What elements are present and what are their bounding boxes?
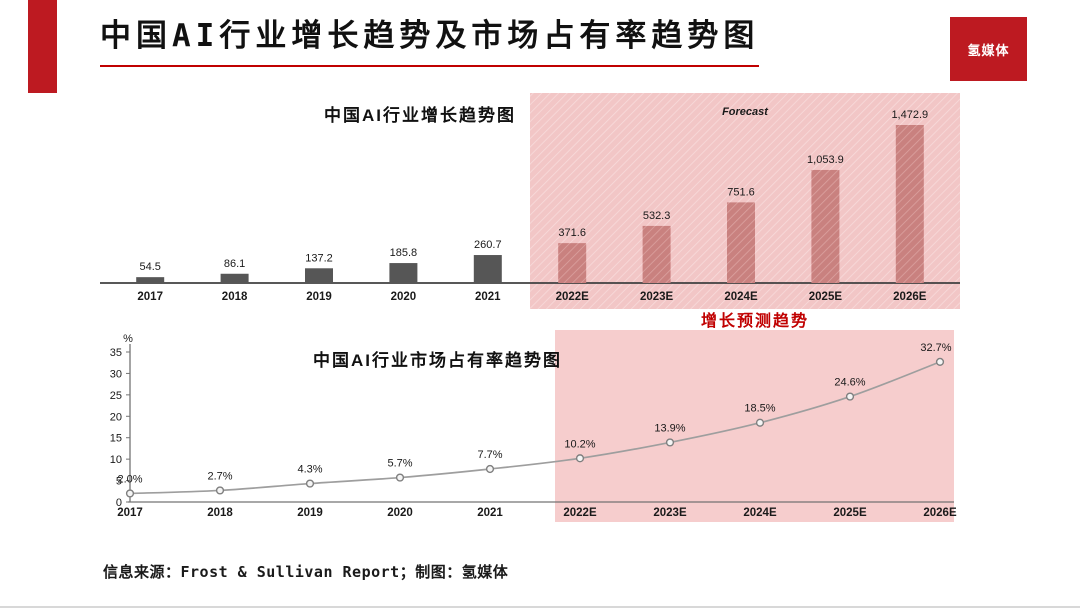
category-label: 2023E — [640, 291, 674, 303]
category-label: 2021 — [477, 507, 503, 519]
marker-2025E — [845, 392, 855, 401]
y-tick-label: 10 — [110, 454, 122, 466]
category-label: 2023E — [653, 507, 687, 519]
value-label: 86.1 — [224, 258, 245, 270]
value-label: 18.5% — [744, 403, 775, 415]
category-label: 2020 — [391, 291, 417, 303]
value-label: 371.6 — [558, 227, 586, 239]
value-label: 10.2% — [564, 438, 595, 450]
value-label: 13.9% — [654, 422, 685, 434]
value-label: 32.7% — [920, 342, 951, 354]
value-label: 185.8 — [390, 247, 418, 259]
marker-2020 — [395, 473, 405, 482]
brand-logo-text: 氢媒体 — [967, 42, 1010, 58]
value-label: 54.5 — [139, 261, 160, 273]
category-label: 2025E — [809, 291, 843, 303]
page-title: 中国AI行业增长趋势及市场占有率趋势图 — [100, 10, 760, 67]
category-label: 2018 — [222, 291, 248, 303]
value-label: 4.3% — [297, 464, 322, 476]
marker-2022E — [575, 454, 585, 463]
marker-2018 — [215, 486, 225, 495]
value-label: 1,472.9 — [891, 109, 928, 121]
bar-2022E — [558, 243, 587, 283]
category-label: 2019 — [297, 507, 323, 519]
share-chart: 0 5 10 15 20 25 30 35% 2.0% 2017 2.7% 2018 4.3% 2019 5… — [100, 330, 960, 530]
y-tick-label: 15 — [110, 433, 122, 445]
category-label: 2026E — [923, 507, 957, 519]
forecast-callout: 增长预测趋势 — [700, 313, 809, 330]
category-label: 2026E — [893, 291, 927, 303]
growth-bar-chart-svg: Forecast 54.5 2017 86.1 2018 137.2 2019 185.8 20… — [100, 93, 960, 309]
y-tick-label: 30 — [110, 368, 122, 380]
source-note: 信息来源：Frost & Sullivan Report；制图：氢媒体 — [103, 563, 509, 581]
category-label: 2024E — [743, 507, 777, 519]
category-label: 2019 — [306, 291, 332, 303]
bar-2025E — [811, 169, 840, 283]
forecast-label: Forecast — [722, 106, 769, 118]
bar-2020 — [389, 263, 418, 283]
bar-2026E — [895, 125, 924, 283]
category-label: 2022E — [556, 291, 590, 303]
marker-2021 — [485, 464, 495, 474]
category-label: 2024E — [724, 291, 758, 303]
forecast-region — [555, 330, 954, 522]
y-tick-label: 25 — [110, 390, 122, 402]
category-label: 2018 — [207, 507, 233, 519]
value-label: 5.7% — [387, 458, 412, 470]
value-label: 2.0% — [117, 473, 142, 485]
marker-2026E — [935, 357, 945, 366]
value-label: 751.6 — [727, 186, 755, 198]
growth-chart: Forecast 54.5 2017 86.1 2018 137.2 2019 185.8 20… — [100, 93, 960, 313]
value-label: 137.2 — [305, 252, 333, 264]
marker-2017 — [125, 489, 135, 498]
value-label: 260.7 — [474, 239, 502, 251]
bar-2018 — [220, 273, 249, 283]
bar-2019 — [305, 268, 333, 283]
bar-2024E — [727, 202, 755, 283]
value-label: 532.3 — [643, 210, 671, 222]
bar-2021 — [473, 255, 502, 283]
category-label: 2025E — [833, 507, 867, 519]
growth-chart-title: 中国AI行业增长趋势图 — [324, 106, 516, 125]
y-tick-label: 35 — [110, 347, 122, 359]
bar-2017 — [136, 277, 165, 283]
value-label: 7.7% — [477, 449, 502, 461]
title-accent-bar — [28, 0, 57, 93]
y-tick-label: 20 — [110, 411, 122, 423]
category-label: 2017 — [117, 507, 143, 519]
value-label: 24.6% — [834, 377, 865, 389]
category-label: 2022E — [563, 507, 597, 519]
y-tick-label: 0 — [116, 497, 122, 509]
trend-line — [129, 361, 941, 495]
y-tick-label: 5 — [116, 476, 122, 488]
share-line-chart-svg: 0 5 10 15 20 25 30 35% 2.0% 2017 2.7% 2018 4.3% 2019 5… — [110, 330, 957, 522]
marker-2024E — [755, 418, 765, 427]
share-chart-title: 中国AI行业市场占有率趋势图 — [313, 351, 562, 370]
value-label: 2.7% — [207, 470, 232, 482]
marker-2019 — [305, 479, 315, 488]
brand-logo: 氢媒体 — [950, 17, 1027, 81]
marker-2023E — [665, 438, 675, 447]
y-axis-label: % — [123, 333, 133, 345]
category-label: 2021 — [475, 291, 501, 303]
value-label: 1,053.9 — [807, 154, 844, 166]
bar-2023E — [642, 225, 671, 283]
category-label: 2017 — [137, 291, 163, 303]
category-label: 2020 — [387, 507, 413, 519]
